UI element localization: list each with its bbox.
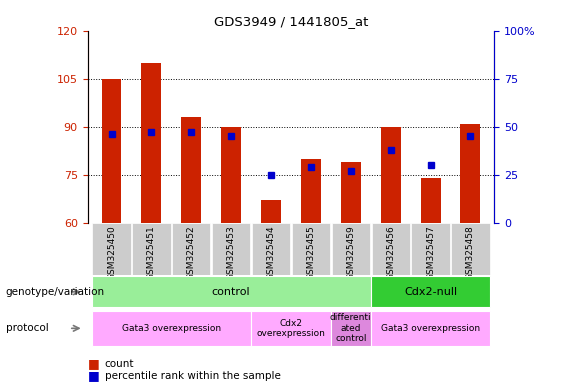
FancyBboxPatch shape xyxy=(372,223,410,275)
Bar xyxy=(341,162,361,223)
Text: Cdx2-null: Cdx2-null xyxy=(404,287,457,297)
Bar xyxy=(301,159,321,223)
Bar xyxy=(221,127,241,223)
Text: GSM325459: GSM325459 xyxy=(346,225,355,280)
Text: genotype/variation: genotype/variation xyxy=(6,287,105,297)
Bar xyxy=(141,63,162,223)
FancyBboxPatch shape xyxy=(371,276,490,307)
Bar xyxy=(102,79,121,223)
Bar xyxy=(381,127,401,223)
FancyBboxPatch shape xyxy=(252,223,290,275)
Bar xyxy=(460,124,480,223)
FancyBboxPatch shape xyxy=(92,311,251,346)
Text: Gata3 overexpression: Gata3 overexpression xyxy=(122,324,221,333)
Text: GSM325450: GSM325450 xyxy=(107,225,116,280)
FancyBboxPatch shape xyxy=(332,223,370,275)
Bar xyxy=(261,200,281,223)
Text: GSM325454: GSM325454 xyxy=(267,225,276,280)
Text: GSM325457: GSM325457 xyxy=(426,225,435,280)
FancyBboxPatch shape xyxy=(251,311,331,346)
FancyBboxPatch shape xyxy=(371,311,490,346)
Text: Cdx2
overexpression: Cdx2 overexpression xyxy=(257,319,325,338)
Text: GSM325452: GSM325452 xyxy=(187,225,195,280)
Text: GSM325455: GSM325455 xyxy=(306,225,315,280)
Text: GSM325456: GSM325456 xyxy=(386,225,395,280)
Title: GDS3949 / 1441805_at: GDS3949 / 1441805_at xyxy=(214,15,368,28)
FancyBboxPatch shape xyxy=(331,311,371,346)
Text: protocol: protocol xyxy=(6,323,49,333)
Text: ■: ■ xyxy=(88,369,99,382)
Text: GSM325453: GSM325453 xyxy=(227,225,236,280)
FancyBboxPatch shape xyxy=(212,223,250,275)
Text: control: control xyxy=(212,287,250,297)
FancyBboxPatch shape xyxy=(451,223,490,275)
FancyBboxPatch shape xyxy=(411,223,450,275)
Text: ■: ■ xyxy=(88,358,99,371)
FancyBboxPatch shape xyxy=(132,223,171,275)
Bar xyxy=(420,178,441,223)
Text: Gata3 overexpression: Gata3 overexpression xyxy=(381,324,480,333)
Text: count: count xyxy=(105,359,134,369)
Bar xyxy=(181,117,201,223)
FancyBboxPatch shape xyxy=(92,276,371,307)
Text: differenti
ated
control: differenti ated control xyxy=(330,313,372,343)
Text: GSM325458: GSM325458 xyxy=(466,225,475,280)
Text: GSM325451: GSM325451 xyxy=(147,225,156,280)
FancyBboxPatch shape xyxy=(172,223,210,275)
FancyBboxPatch shape xyxy=(92,223,131,275)
Text: percentile rank within the sample: percentile rank within the sample xyxy=(105,371,280,381)
FancyBboxPatch shape xyxy=(292,223,330,275)
